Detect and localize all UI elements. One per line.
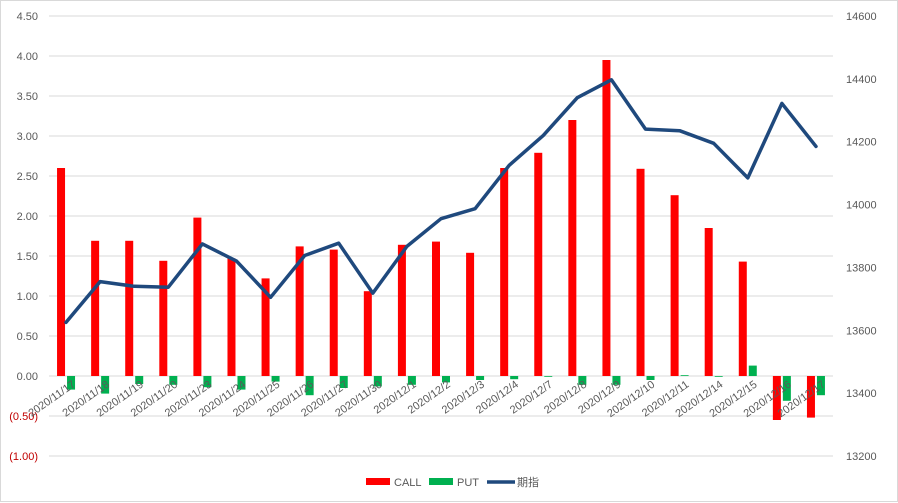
put-bar [67, 376, 76, 390]
put-bar [407, 376, 416, 385]
left-tick-label: 3.00 [17, 131, 38, 143]
right-tick-label: 14400 [846, 74, 877, 86]
call-bar [806, 376, 815, 418]
legend-label: PUT [457, 477, 479, 489]
right-tick-label: 14600 [846, 11, 877, 23]
right-axis-ticks: 14600 14400 14200 14000 13800 13600 13400 13200 [846, 11, 877, 463]
call-bar [466, 252, 475, 376]
right-tick-label: 14000 [846, 200, 877, 212]
call-bar [602, 60, 611, 376]
call-bar [91, 240, 100, 376]
right-tick-label: 14200 [846, 137, 877, 149]
x-axis-ticks: 2020/11/172020/11/182020/11/192020/11/20… [26, 379, 827, 420]
right-tick-label: 13200 [846, 451, 877, 463]
put-bar [135, 376, 144, 384]
call-bar [159, 260, 168, 376]
call-bar [363, 291, 372, 376]
left-tick-label: (1.00) [9, 451, 38, 463]
put-bar [680, 375, 689, 376]
call-bar [295, 246, 304, 376]
legend-swatch [366, 478, 390, 485]
call-bar [261, 278, 270, 376]
bars [57, 60, 825, 420]
legend-label: 期指 [517, 475, 539, 489]
futures-line [64, 78, 818, 325]
left-tick-label: 2.00 [17, 211, 38, 223]
call-bar [329, 249, 338, 376]
put-bar [578, 376, 587, 385]
put-bar [373, 376, 382, 387]
put-bar [271, 376, 280, 382]
left-tick-label: 1.00 [17, 291, 38, 303]
call-bar [568, 120, 577, 376]
left-axis-ticks: 4.50 4.00 3.50 3.00 2.50 2.00 1.50 1.00 0.50 0.00… [9, 11, 38, 463]
legend: CALL PUT 期指 [366, 475, 539, 489]
call-bar [227, 258, 236, 376]
put-bar [442, 376, 450, 383]
put-bar [612, 376, 621, 385]
put-bar [714, 376, 723, 377]
put-bar [476, 376, 485, 380]
left-tick-label: 1.50 [17, 251, 38, 263]
right-tick-label: 13400 [846, 388, 877, 400]
left-tick-label: 0.50 [17, 331, 38, 343]
put-bar [782, 376, 791, 401]
futures-line-path [64, 78, 818, 325]
put-bar [101, 376, 110, 394]
put-bar [510, 376, 519, 380]
call-bar [772, 376, 781, 420]
put-bar [305, 376, 314, 396]
legend-swatch [429, 478, 453, 485]
gridlines [49, 15, 833, 457]
put-bar [339, 376, 348, 388]
put-bar [169, 376, 178, 385]
call-bar [432, 241, 440, 376]
call-bar [670, 195, 679, 376]
call-bar [704, 228, 713, 376]
call-bar [125, 240, 134, 376]
call-bar [534, 152, 543, 376]
call-bar [57, 168, 66, 376]
left-tick-label: 2.50 [17, 171, 38, 183]
put-bar [237, 376, 246, 390]
call-bar [397, 244, 406, 376]
right-tick-label: 13800 [846, 262, 877, 274]
call-bar [738, 261, 747, 376]
call-bar [636, 168, 645, 376]
put-bar [646, 376, 655, 380]
left-tick-label: 0.00 [17, 371, 38, 383]
put-bar [203, 376, 212, 388]
left-tick-label: 4.00 [17, 51, 38, 63]
right-tick-label: 13600 [846, 325, 877, 337]
left-tick-label: 3.50 [17, 91, 38, 103]
call-bar [193, 217, 202, 376]
left-tick-label: (0.50) [9, 411, 38, 423]
call-bar [500, 168, 509, 376]
put-bar [748, 365, 757, 376]
put-bar [544, 376, 553, 377]
legend-label: CALL [394, 477, 422, 489]
put-bar [816, 376, 825, 396]
left-tick-label: 4.50 [17, 11, 38, 23]
